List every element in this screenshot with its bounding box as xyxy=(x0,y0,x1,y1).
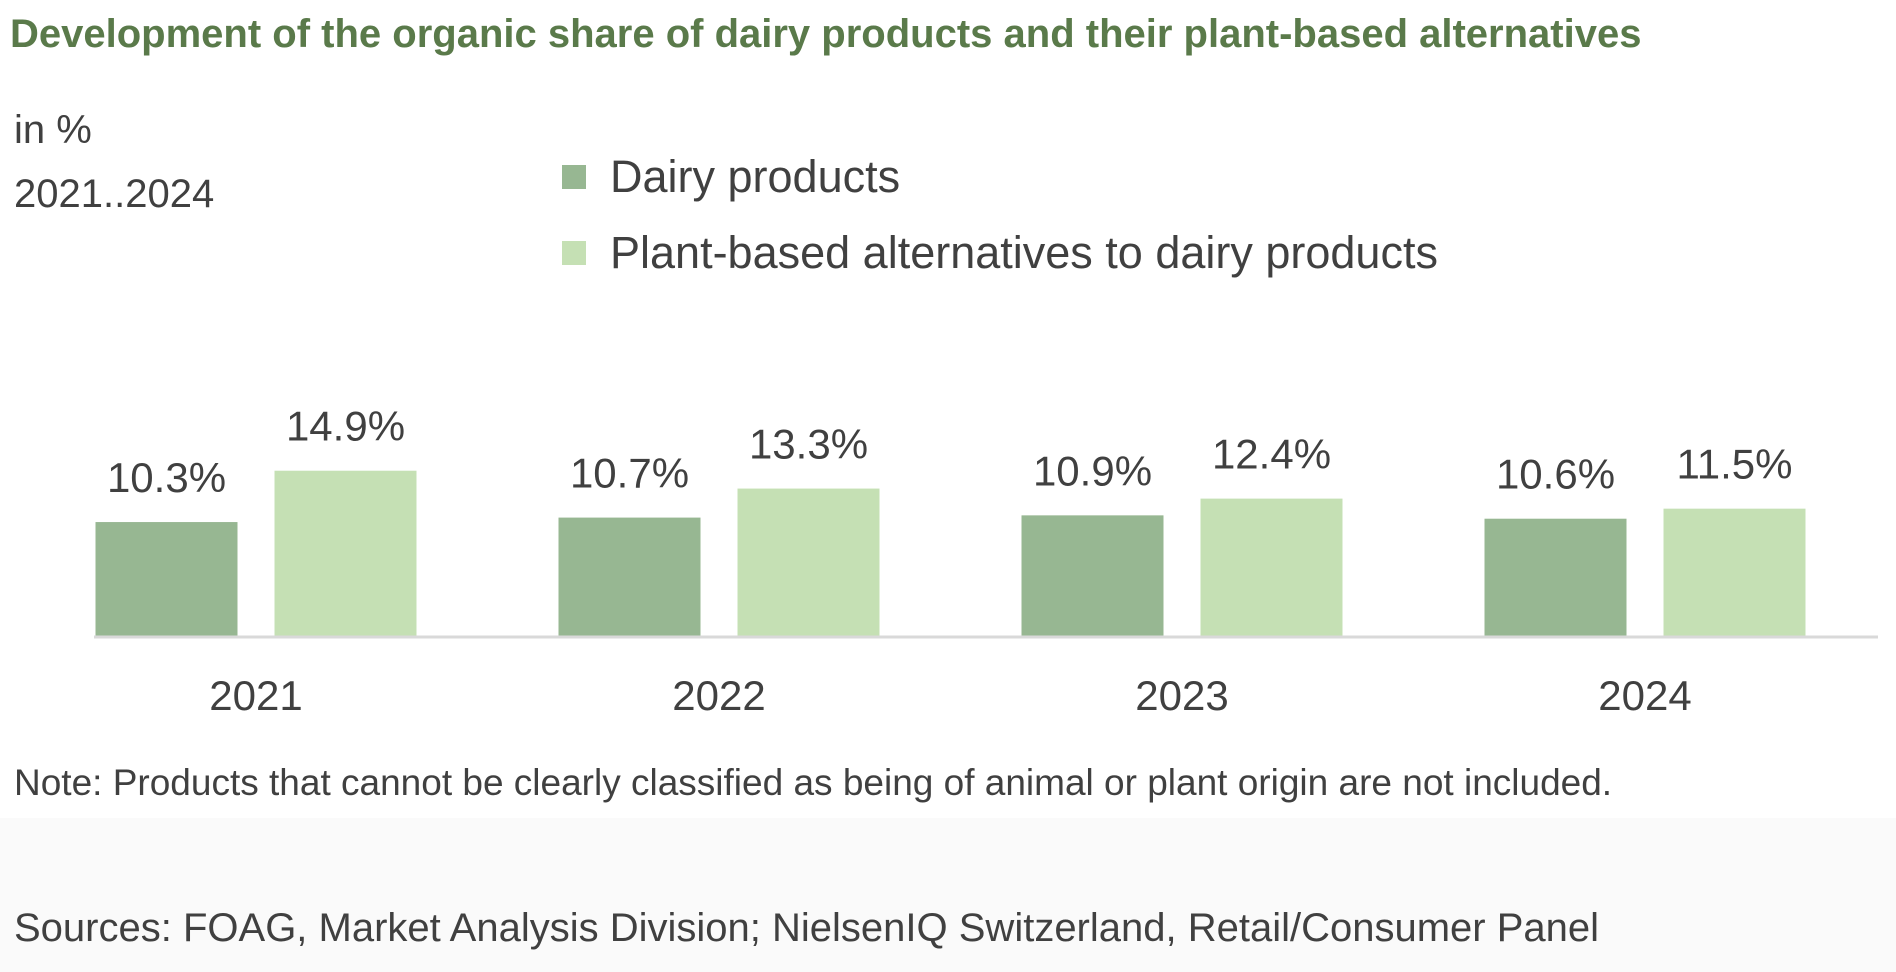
legend-item-dairy: Dairy products xyxy=(562,151,901,202)
legend-swatch-plant xyxy=(562,241,586,265)
footnote: Note: Products that cannot be clearly cl… xyxy=(14,762,1613,803)
bar-plant-2022 xyxy=(737,488,880,637)
x-tick-label-2023: 2023 xyxy=(1135,672,1228,719)
legend-label-dairy: Dairy products xyxy=(610,151,901,202)
data-label-plant-2022: 13.3% xyxy=(749,421,868,468)
bar-dairy-2024 xyxy=(1484,518,1627,637)
bar-chart: 10.3% 14.9% 2021 10.7% 13.3% 2022 10.9% 12.4% 20… xyxy=(94,403,1878,719)
legend-item-plant: Plant-based alternatives to dairy produc… xyxy=(562,227,1438,278)
bar-plant-2023 xyxy=(1200,498,1343,637)
data-label-dairy-2022: 10.7% xyxy=(570,450,689,497)
x-tick-label-2022: 2022 xyxy=(672,672,765,719)
bar-dairy-2022 xyxy=(558,517,701,637)
data-label-dairy-2021: 10.3% xyxy=(107,454,226,501)
footer-band xyxy=(0,818,1896,972)
data-label-plant-2021: 14.9% xyxy=(286,403,405,450)
x-tick-label-2021: 2021 xyxy=(209,672,302,719)
data-label-dairy-2023: 10.9% xyxy=(1033,447,1152,494)
x-tick-label-2024: 2024 xyxy=(1598,672,1691,719)
legend-label-plant: Plant-based alternatives to dairy produc… xyxy=(610,227,1438,278)
chart-title: Development of the organic share of dair… xyxy=(10,12,1642,56)
data-label-dairy-2024: 10.6% xyxy=(1496,451,1615,498)
bar-dairy-2023 xyxy=(1021,515,1164,637)
legend-swatch-dairy xyxy=(562,165,586,189)
data-label-plant-2024: 11.5% xyxy=(1677,441,1793,488)
data-label-plant-2023: 12.4% xyxy=(1212,431,1331,478)
bar-dairy-2021 xyxy=(95,522,238,637)
sources-text: Sources: FOAG, Market Analysis Division;… xyxy=(14,906,1600,950)
bar-plant-2024 xyxy=(1663,508,1806,637)
period-label: 2021..2024 xyxy=(14,172,215,216)
bar-plant-2021 xyxy=(274,470,417,637)
unit-label: in % xyxy=(14,108,92,152)
